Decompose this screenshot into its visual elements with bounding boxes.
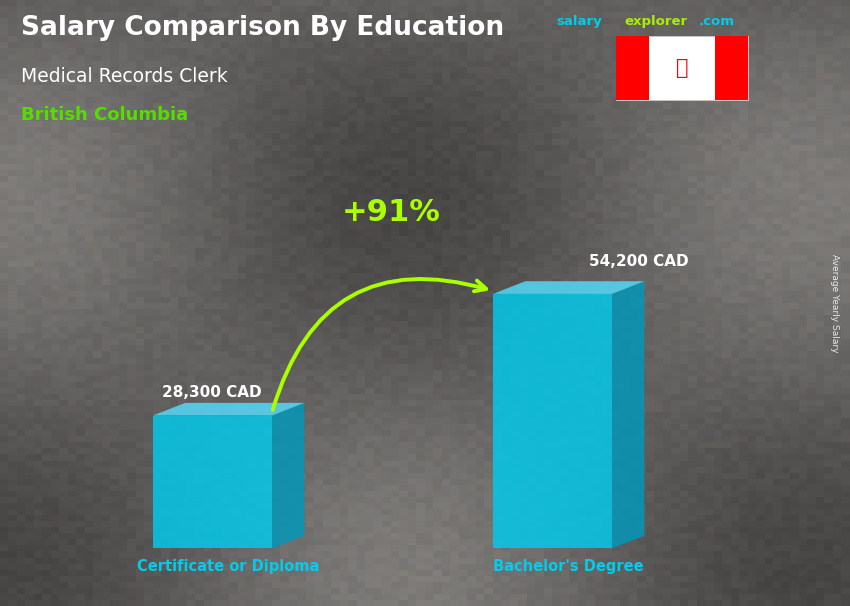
Bar [616, 36, 748, 100]
Text: Medical Records Clerk: Medical Records Clerk [21, 67, 228, 85]
Text: salary: salary [557, 15, 603, 28]
Text: Average Yearly Salary: Average Yearly Salary [830, 254, 839, 352]
Text: explorer: explorer [625, 15, 688, 28]
Text: Salary Comparison By Education: Salary Comparison By Education [21, 15, 504, 41]
Text: Bachelor's Degree: Bachelor's Degree [493, 559, 644, 574]
Text: .com: .com [699, 15, 734, 28]
Text: 28,300 CAD: 28,300 CAD [162, 385, 261, 401]
Text: 🍁: 🍁 [676, 58, 688, 78]
Polygon shape [153, 416, 272, 548]
Polygon shape [272, 403, 304, 548]
Polygon shape [493, 281, 644, 294]
Polygon shape [153, 403, 304, 416]
Text: 54,200 CAD: 54,200 CAD [589, 254, 688, 269]
Bar [715, 36, 748, 100]
Polygon shape [493, 294, 612, 548]
Text: +91%: +91% [342, 198, 440, 227]
Polygon shape [612, 281, 644, 548]
Bar [616, 36, 649, 100]
Text: Certificate or Diploma: Certificate or Diploma [138, 559, 320, 574]
Text: British Columbia: British Columbia [21, 106, 189, 124]
